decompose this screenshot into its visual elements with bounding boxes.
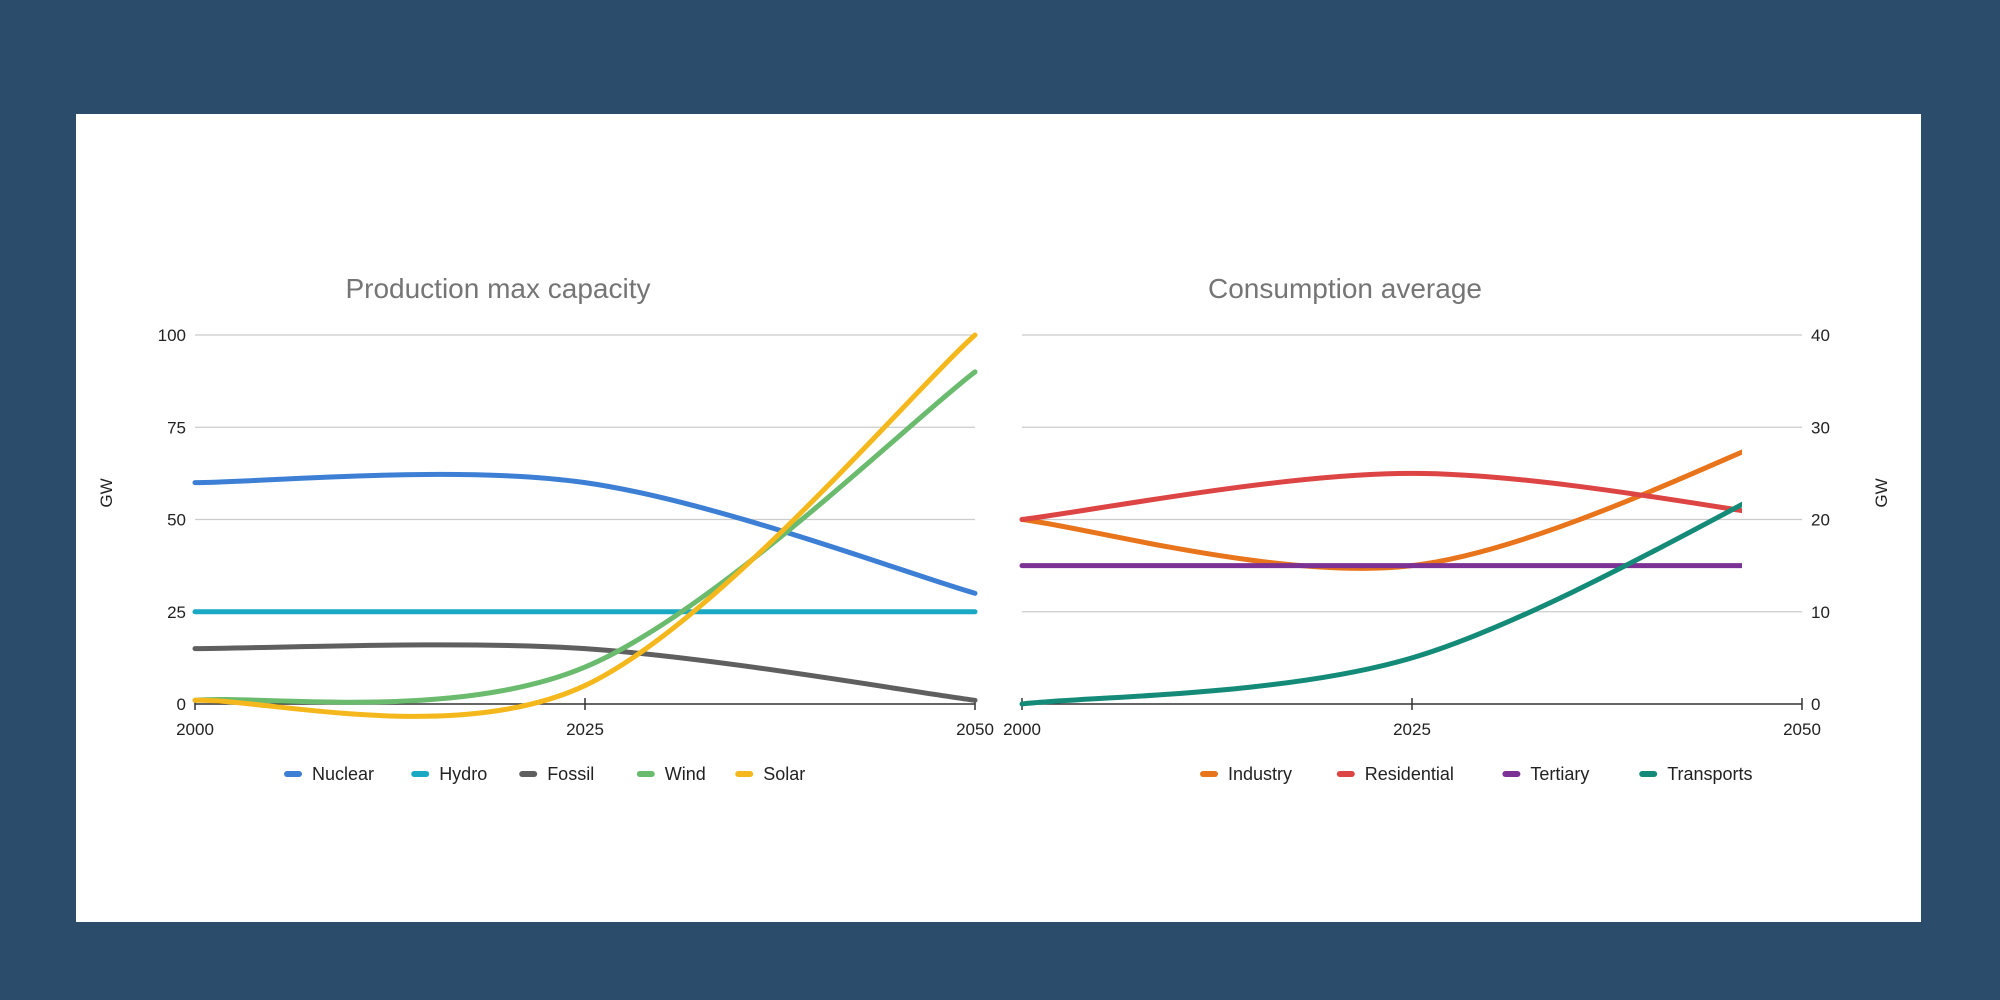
production-x-ticks: 2000 2025 2050 xyxy=(176,698,994,739)
production-legend-item-nuclear[interactable]: Nuclear xyxy=(284,764,374,784)
consumption-legend-item-tertiary[interactable]: Tertiary xyxy=(1502,764,1589,784)
production-y-tick-label: 0 xyxy=(177,695,186,714)
consumption-legend-label: Residential xyxy=(1365,764,1454,784)
production-legend-item-wind[interactable]: Wind xyxy=(636,764,706,784)
production-y-tick-label: 100 xyxy=(158,326,186,345)
consumption-series-residential-line xyxy=(1019,470,1742,522)
consumption-legend-swatch xyxy=(1336,771,1355,777)
consumption-y-tick-label: 30 xyxy=(1811,418,1830,437)
production-legend-item-solar[interactable]: Solar xyxy=(735,764,805,784)
production-legend-label: Hydro xyxy=(439,764,487,784)
production-legend-label: Wind xyxy=(665,764,706,784)
production-legend-label: Nuclear xyxy=(312,764,374,784)
production-legend-label: Fossil xyxy=(547,764,594,784)
consumption-y-tick-label: 20 xyxy=(1811,511,1830,530)
consumption-legend[interactable]: Industry Residential Tertiary Transports xyxy=(1200,764,1753,784)
consumption-x-ticks: 2000 2025 2050 xyxy=(1003,698,1821,739)
production-y-tick-label: 50 xyxy=(167,511,186,530)
consumption-legend-label: Transports xyxy=(1667,764,1752,784)
consumption-y-axis-label: GW xyxy=(1872,478,1891,507)
consumption-chart: Consumption average GW 0 10 20 30 40 2000 202… xyxy=(1003,273,1891,784)
consumption-x-tick-label: 2050 xyxy=(1783,720,1821,739)
production-legend[interactable]: Nuclear Hydro Fossil Wind Solar xyxy=(284,764,805,784)
production-x-tick-label: 2000 xyxy=(176,720,214,739)
charts-panel: Production max capacity GW 0 25 50 75 100 20… xyxy=(76,114,1921,922)
consumption-x-tick-label: 2025 xyxy=(1393,720,1431,739)
production-x-tick-label: 2025 xyxy=(566,720,604,739)
production-legend-item-hydro[interactable]: Hydro xyxy=(411,764,487,784)
consumption-gridlines xyxy=(1022,334,1802,613)
consumption-legend-item-industry[interactable]: Industry xyxy=(1200,764,1292,784)
production-y-axis-label: GW xyxy=(97,478,116,507)
production-y-ticks: 0 25 50 75 100 xyxy=(158,326,186,714)
production-chart: Production max capacity GW 0 25 50 75 100 20… xyxy=(97,273,994,784)
consumption-chart-title: Consumption average xyxy=(1208,273,1482,304)
consumption-y-tick-label: 0 xyxy=(1811,695,1820,714)
production-y-tick-label: 25 xyxy=(167,603,186,622)
production-series-fossil-line xyxy=(192,642,978,703)
production-chart-title: Production max capacity xyxy=(345,273,650,304)
consumption-legend-item-residential[interactable]: Residential xyxy=(1336,764,1454,784)
consumption-legend-label: Tertiary xyxy=(1530,764,1589,784)
consumption-y-tick-label: 40 xyxy=(1811,326,1830,345)
production-series-wind-line xyxy=(192,369,978,705)
production-legend-swatch xyxy=(636,771,655,777)
production-legend-swatch xyxy=(411,771,430,777)
consumption-legend-item-transports[interactable]: Transports xyxy=(1639,764,1753,784)
consumption-series-industry-line xyxy=(1019,449,1742,571)
production-series-solar-line xyxy=(192,332,978,719)
production-y-tick-label: 75 xyxy=(167,418,186,437)
consumption-legend-swatch xyxy=(1639,771,1658,777)
consumption-legend-swatch xyxy=(1200,771,1218,777)
consumption-series-transports-line xyxy=(1019,501,1742,707)
consumption-y-tick-label: 10 xyxy=(1811,603,1830,622)
production-x-tick-label: 2050 xyxy=(956,720,994,739)
consumption-series xyxy=(1019,449,1742,707)
production-series xyxy=(192,332,978,719)
consumption-legend-swatch xyxy=(1502,771,1521,777)
production-legend-label: Solar xyxy=(763,764,805,784)
production-legend-swatch xyxy=(735,771,754,777)
production-legend-swatch xyxy=(519,771,538,777)
production-series-nuclear-line xyxy=(192,471,978,596)
production-legend-item-fossil[interactable]: Fossil xyxy=(519,764,594,784)
consumption-legend-label: Industry xyxy=(1228,764,1292,784)
consumption-x-tick-label: 2000 xyxy=(1003,720,1041,739)
consumption-y-ticks: 0 10 20 30 40 xyxy=(1811,326,1830,714)
production-legend-swatch xyxy=(284,771,302,777)
